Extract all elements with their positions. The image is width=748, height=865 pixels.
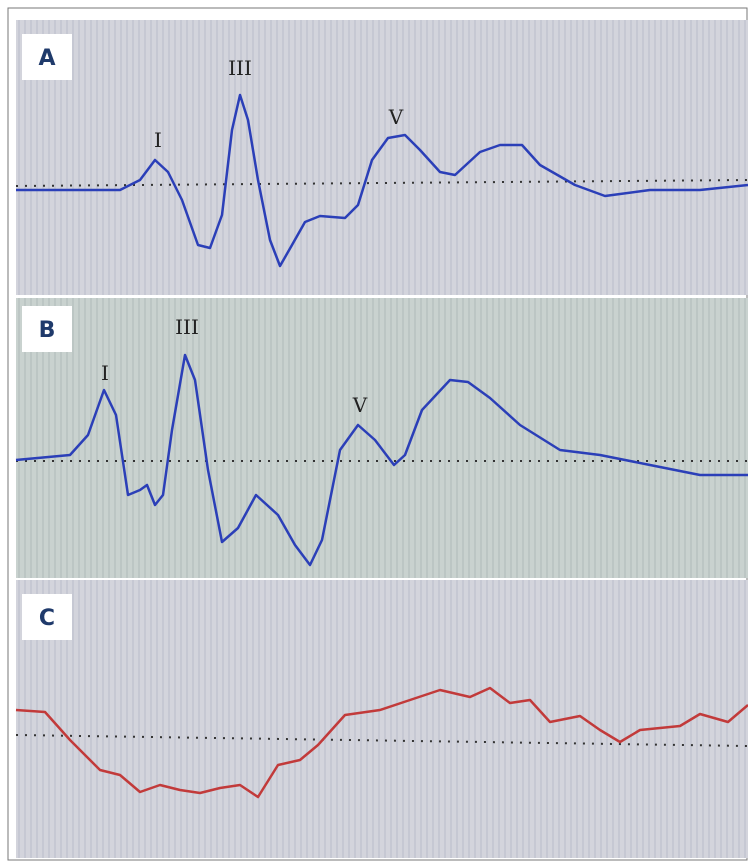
panel-a: A I III V [15, 20, 748, 295]
wave-label: III [228, 56, 252, 80]
waveform [16, 93, 748, 268]
panel-label: C [39, 606, 55, 631]
panel-c: C [15, 580, 748, 858]
panel-b: B I III V [15, 298, 748, 578]
label-box [22, 34, 72, 80]
screen [16, 298, 748, 578]
panel-label: A [38, 46, 55, 71]
wave-label: I [101, 361, 109, 385]
label-box [22, 594, 72, 640]
label-box [22, 306, 72, 352]
waveform [15, 353, 748, 567]
screen [16, 20, 748, 295]
waveform [15, 686, 748, 799]
wave-label: III [175, 315, 199, 339]
panel-label: B [39, 318, 56, 343]
wave-label: V [388, 105, 404, 129]
wave-label: I [154, 128, 162, 152]
screen [16, 580, 748, 858]
wave-label: V [352, 393, 368, 417]
